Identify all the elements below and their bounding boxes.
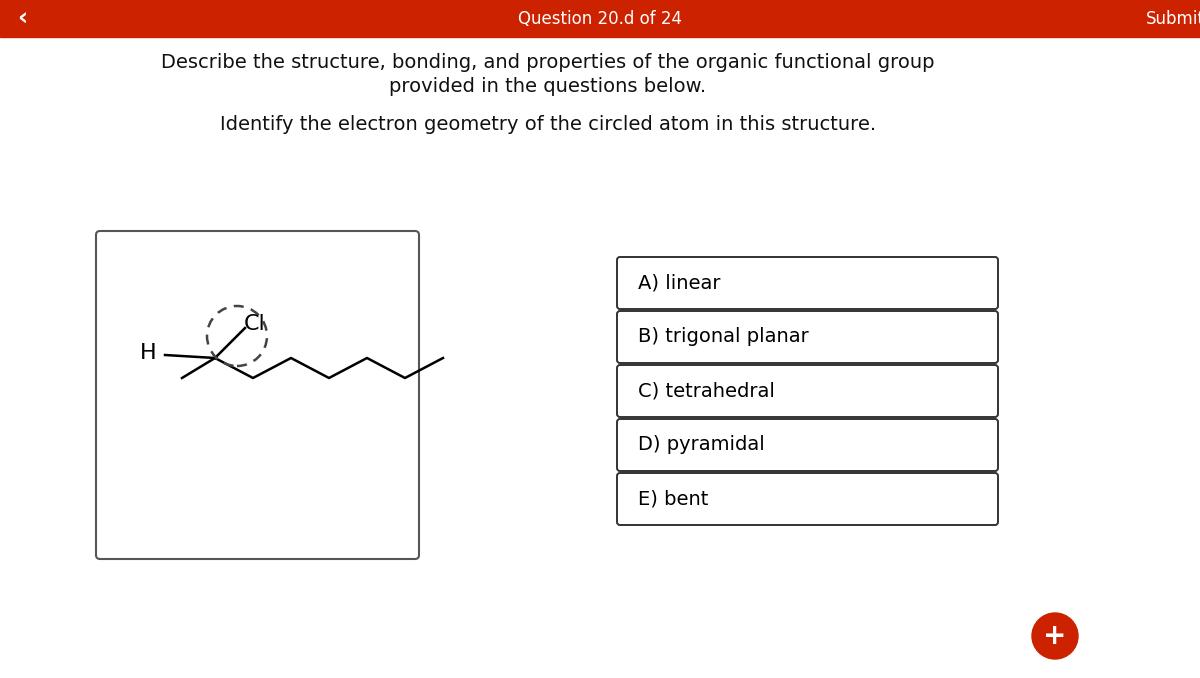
FancyBboxPatch shape bbox=[617, 473, 998, 525]
Text: provided in the questions below.: provided in the questions below. bbox=[390, 77, 707, 96]
FancyBboxPatch shape bbox=[617, 257, 998, 309]
Text: Submit: Submit bbox=[1146, 9, 1200, 28]
Text: ‹: ‹ bbox=[17, 7, 28, 31]
FancyBboxPatch shape bbox=[96, 231, 419, 559]
Text: Cl: Cl bbox=[244, 314, 266, 334]
Text: +: + bbox=[1043, 622, 1067, 650]
FancyBboxPatch shape bbox=[617, 419, 998, 471]
Text: Question 20.d of 24: Question 20.d of 24 bbox=[518, 9, 682, 28]
Text: C) tetrahedral: C) tetrahedral bbox=[638, 382, 775, 401]
Text: E) bent: E) bent bbox=[638, 490, 708, 508]
Text: H: H bbox=[140, 343, 157, 363]
Text: D) pyramidal: D) pyramidal bbox=[638, 435, 764, 454]
Circle shape bbox=[1032, 613, 1078, 659]
Text: Describe the structure, bonding, and properties of the organic functional group: Describe the structure, bonding, and pro… bbox=[161, 54, 935, 73]
Text: B) trigonal planar: B) trigonal planar bbox=[638, 327, 809, 346]
FancyBboxPatch shape bbox=[617, 311, 998, 363]
Text: A) linear: A) linear bbox=[638, 273, 720, 292]
FancyBboxPatch shape bbox=[617, 365, 998, 417]
Text: Identify the electron geometry of the circled atom in this structure.: Identify the electron geometry of the ci… bbox=[220, 115, 876, 134]
Bar bbox=[0, 0, 1200, 37]
